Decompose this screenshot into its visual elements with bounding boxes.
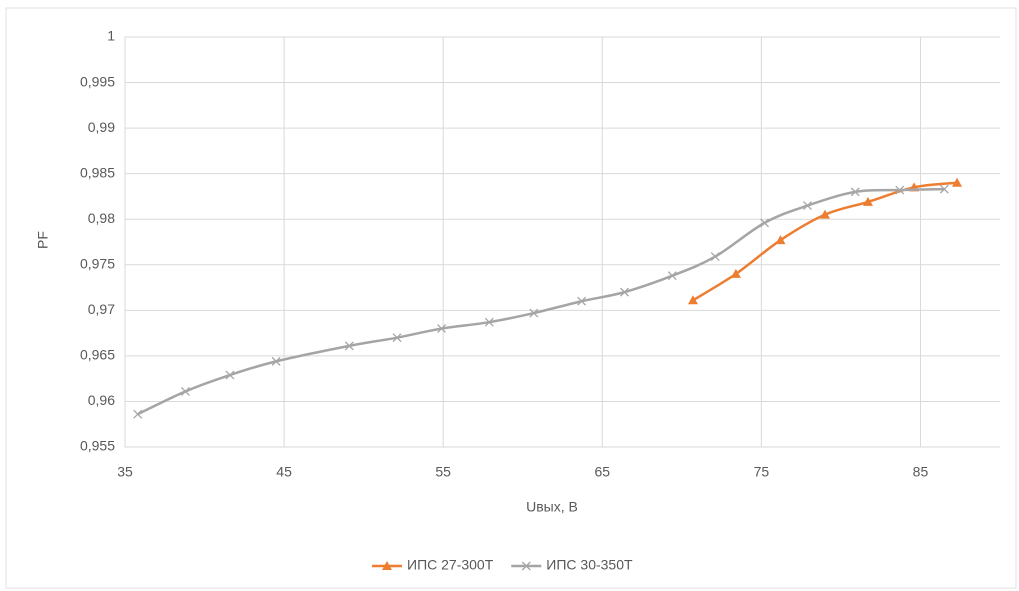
y-tick-label: 0,97 [88, 301, 115, 317]
data-point [939, 184, 949, 194]
data-point [437, 324, 447, 334]
y-tick-label: 0,985 [80, 164, 115, 180]
y-tick-label: 1 [107, 28, 115, 44]
data-point [667, 271, 677, 281]
data-point [850, 187, 860, 197]
data-point [895, 185, 905, 195]
legend-label: ИПС 27-300Т [407, 557, 494, 573]
data-point [225, 370, 235, 380]
legend-marker [382, 561, 392, 570]
data-point [775, 235, 786, 245]
y-tick-label: 0,99 [88, 119, 115, 135]
data-point [529, 308, 539, 318]
data-point [133, 409, 143, 419]
legend-label: ИПС 30-350Т [546, 557, 633, 573]
chart-frame [5, 7, 1017, 589]
y-tick-label: 0,98 [88, 210, 115, 226]
data-point [862, 196, 873, 206]
x-tick-label: 75 [754, 464, 770, 480]
data-point [730, 268, 741, 278]
series-line [137, 187, 945, 416]
data-point [392, 333, 402, 343]
y-tick-label: 0,965 [80, 347, 115, 363]
data-point [803, 201, 812, 211]
data-point [710, 252, 720, 262]
y-tick-label: 0,995 [80, 73, 115, 89]
data-point [820, 209, 830, 219]
x-tick-label: 65 [594, 464, 610, 480]
data-point [180, 386, 190, 396]
data-point [577, 296, 587, 306]
data-point [687, 295, 698, 305]
y-axis-label: PF [35, 231, 51, 249]
x-tick-label: 85 [913, 464, 929, 480]
x-tick-label: 35 [117, 464, 133, 480]
x-tick-label: 55 [435, 464, 451, 480]
data-point [952, 177, 963, 187]
data-point [484, 317, 494, 327]
x-tick-label: 45 [276, 464, 292, 480]
legend-marker [521, 561, 531, 571]
data-point [344, 341, 354, 351]
data-point [620, 287, 630, 297]
y-tick-label: 0,96 [88, 392, 115, 408]
data-point [271, 356, 281, 366]
y-tick-label: 0,975 [80, 255, 115, 271]
y-tick-label: 0,955 [80, 438, 115, 454]
x-axis-label: Uвых, В [526, 499, 578, 515]
data-point [760, 218, 770, 228]
